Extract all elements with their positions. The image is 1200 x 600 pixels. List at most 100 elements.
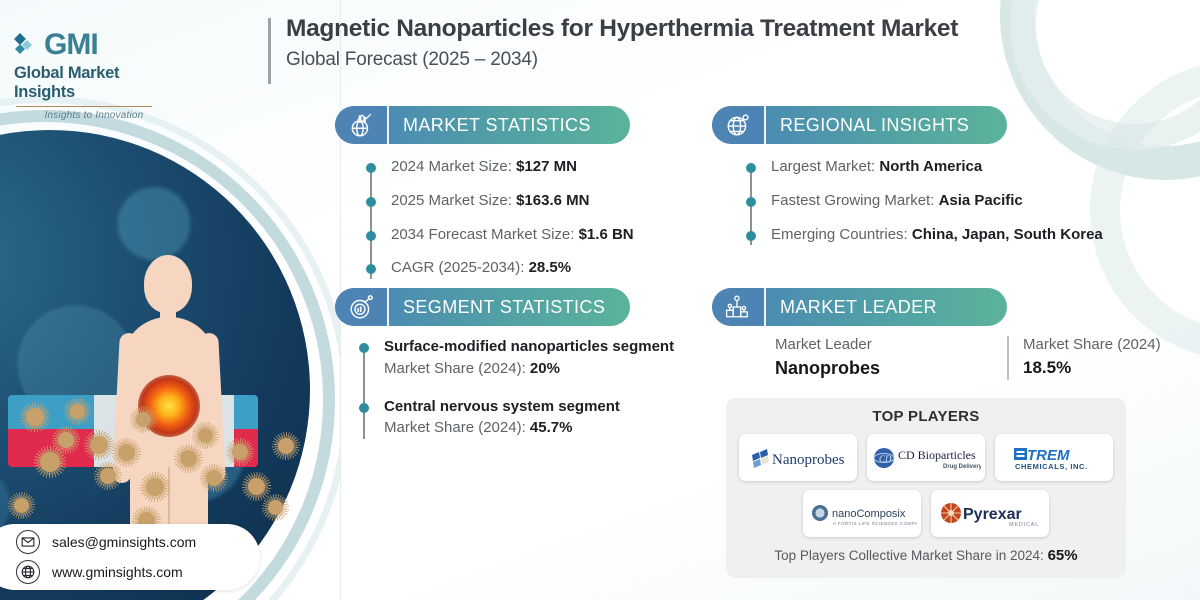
section-title-market-statistics: MARKET STATISTICS [403, 114, 591, 135]
contact-panel: sales@gminsights.com www.gminsights.com [0, 524, 260, 590]
globe-chart-icon [335, 106, 389, 144]
stat-label: CAGR (2025-2034): [391, 259, 525, 277]
human-body-figure [108, 255, 230, 555]
market-share-caption: Market Share (2024) [1023, 336, 1161, 353]
stat-label: Market Share (2024): [384, 359, 526, 377]
stat-value: $163.6 MN [516, 191, 590, 209]
svg-text:CD: CD [879, 454, 892, 464]
market-share-value: 18.5% [1023, 358, 1072, 377]
gmi-tagline: Insights to Innovation [44, 110, 144, 121]
segment-heading: Surface-modified nanoparticles segment [384, 338, 675, 355]
gmi-diamond-icon [14, 33, 32, 54]
section-title-regional-insights: REGIONAL INSIGHTS [780, 114, 970, 135]
bullet-dot [366, 264, 376, 275]
bullet-dot [366, 230, 376, 241]
gmi-logo-text: GMI [44, 28, 99, 61]
svg-text:TREM: TREM [1027, 447, 1070, 464]
nanoparticle [8, 492, 35, 519]
gmi-logo-rule [16, 106, 152, 107]
collective-share-label: Top Players Collective Market Share in 2… [774, 548, 1044, 563]
stat-label: 2024 Market Size: [391, 158, 512, 175]
regional-insights-list: Largest Market: North America Fastest Gr… [745, 156, 1175, 257]
contact-email: sales@gminsights.com [52, 534, 197, 550]
nanoparticle [34, 446, 66, 478]
stat-label: 2025 Market Size: [391, 191, 512, 209]
list-item: Surface-modified nanoparticles segment M… [358, 336, 678, 380]
svg-text:CD Bioparticles: CD Bioparticles [898, 448, 976, 462]
nanoparticle [272, 432, 300, 460]
nanoparticle [174, 444, 203, 473]
segment-statistics-list: Surface-modified nanoparticles segment M… [358, 336, 678, 451]
bullet-dot [746, 196, 756, 207]
envelope-icon [16, 530, 40, 554]
podium-icon [712, 288, 766, 326]
svg-text:Drug Delivery: Drug Delivery [943, 464, 981, 470]
market-leader-name: Nanoprobes [775, 358, 881, 378]
nanoparticle [64, 398, 91, 425]
list-item: Fastest Growing Market: Asia Pacific [745, 190, 1175, 212]
cd-bioparticles-logo[interactable]: CD CD Bioparticles Drug Delivery [867, 434, 985, 481]
bullet-dot [746, 230, 756, 241]
nanoparticle [200, 464, 228, 492]
market-leader-detail: Market Leader Nanoprobes Market Share (2… [775, 336, 1161, 380]
body-head [144, 255, 192, 313]
stat-value: China, Japan, South Korea [911, 225, 1103, 243]
market-statistics-list: 2024 Market Size: $127 MN 2025 Market Si… [365, 156, 685, 291]
nanoparticle [242, 472, 271, 501]
top-players-panel: TOP PLAYERS Nanoprobes CD [726, 398, 1126, 578]
section-pill-regional-insights: REGIONAL INSIGHTS [712, 106, 1007, 144]
bullet-dot [359, 343, 369, 353]
contact-email-row[interactable]: sales@gminsights.com [16, 530, 260, 554]
nanoparticle [20, 402, 50, 432]
list-rail [363, 346, 365, 439]
section-pill-market-leader: MARKET LEADER [712, 288, 1007, 326]
market-leader-share-col: Market Share (2024) 18.5% [1023, 336, 1161, 378]
stat-label: Market Share (2024): [384, 419, 526, 437]
nanoparticle [140, 472, 170, 502]
nanoparticle [192, 422, 219, 449]
bullet-dot [746, 163, 756, 173]
list-item: 2034 Forecast Market Size: $1.6 BN [365, 224, 685, 246]
market-leader-divider [1007, 336, 1009, 380]
gmi-company-name: Global Market Insights [14, 64, 120, 101]
svg-text:A FORTIS LIFE SCIENCES COMPANY: A FORTIS LIFE SCIENCES COMPANY [833, 521, 917, 526]
section-pill-segment-statistics: SEGMENT STATISTICS [335, 288, 630, 326]
gmi-logo[interactable]: GMI Global Market Insights Insights to I… [14, 28, 174, 121]
pyrexar-medical-logo[interactable]: Pyrexar MEDICAL [931, 490, 1049, 537]
hyperthermia-illustration [0, 0, 340, 600]
nanocomposix-logo[interactable]: nanoComposix A FORTIS LIFE SCIENCES COMP… [803, 490, 921, 537]
list-item: 2025 Market Size: $163.6 MN [365, 190, 685, 212]
stat-value: $127 MN [516, 158, 577, 175]
bullet-dot [366, 163, 376, 173]
svg-text:nanoComposix: nanoComposix [832, 508, 906, 520]
svg-text:MEDICAL: MEDICAL [1009, 522, 1039, 528]
top-players-title: TOP PLAYERS [872, 408, 980, 425]
target-chart-icon [335, 288, 389, 326]
nanoparticle [226, 438, 254, 466]
bullet-dot [366, 196, 376, 207]
section-pill-market-statistics: MARKET STATISTICS [335, 106, 630, 144]
nanoprobes-logo[interactable]: Nanoprobes [739, 434, 857, 481]
contact-website: www.gminsights.com [52, 564, 183, 580]
stat-label: Largest Market: [771, 158, 876, 175]
stat-label: Fastest Growing Market: [771, 191, 935, 209]
header-title-block: Magnetic Nanoparticles for Hyperthermia … [268, 14, 1098, 84]
list-item: Emerging Countries: China, Japan, South … [745, 224, 1175, 246]
stat-value: 20% [529, 359, 560, 377]
stat-label: 2034 Forecast Market Size: [391, 225, 575, 243]
nanoparticle [112, 438, 141, 467]
stat-value: $1.6 BN [578, 225, 634, 243]
list-rail [370, 166, 372, 279]
nanoparticle [94, 462, 122, 490]
globe-pin-icon [712, 106, 766, 144]
market-leader-name-col: Market Leader Nanoprobes [775, 336, 993, 379]
segment-heading: Central nervous system segment [384, 397, 620, 415]
contact-website-row[interactable]: www.gminsights.com [16, 560, 260, 584]
section-title-market-leader: MARKET LEADER [780, 296, 937, 317]
page-subtitle: Global Forecast (2025 – 2034) [286, 49, 538, 71]
svg-text:Nanoprobes: Nanoprobes [772, 452, 845, 468]
strem-chemicals-logo[interactable]: TREM CHEMICALS, INC. [995, 434, 1113, 481]
svg-text:CHEMICALS, INC.: CHEMICALS, INC. [1015, 462, 1088, 471]
list-item: Central nervous system segment Market Sh… [358, 396, 678, 440]
